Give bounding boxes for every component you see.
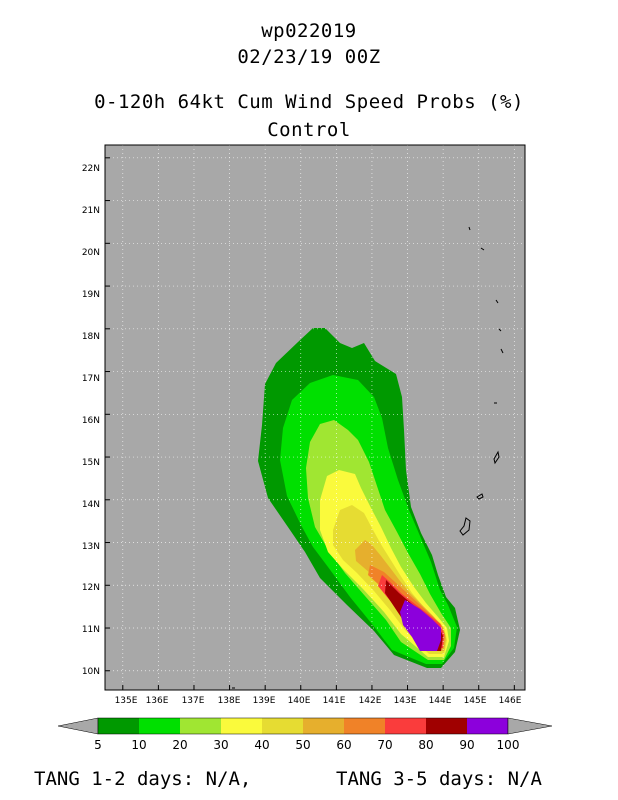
island-agrihan	[495, 299, 499, 304]
run-title: Control	[267, 119, 351, 141]
datetime-title: 02/23/19 00Z	[237, 46, 381, 68]
lat-label: 17N	[82, 374, 100, 384]
colorbar-left-arrow	[57, 717, 99, 735]
colorbar-tick-label: 10	[131, 738, 146, 752]
lon-label: 145E	[464, 696, 487, 706]
colorbar-swatch-30-40	[221, 718, 262, 734]
lat-label: 22N	[82, 164, 100, 174]
contour-90	[400, 600, 441, 651]
lat-lon-grid	[105, 145, 525, 690]
lat-label: 14N	[82, 500, 100, 510]
colorbar-tick-label: 5	[94, 738, 102, 752]
axis-ticks	[105, 157, 515, 690]
lat-label: 12N	[82, 583, 100, 593]
colorbar-tick-label: 100	[497, 738, 520, 752]
tang-1-2-days: TANG 1-2 days: N/A,	[34, 768, 251, 790]
lon-label: 138E	[218, 696, 241, 706]
lat-label: 18N	[82, 332, 100, 342]
island-outlines	[232, 226, 504, 689]
colorbar-swatch-50-60	[303, 718, 344, 734]
tang-1-2-value: N/A,	[205, 768, 252, 790]
lon-label: 143E	[394, 696, 417, 706]
lon-label: 146E	[499, 696, 522, 706]
colorbar-right-arrow	[507, 717, 553, 735]
tang-3-5-label: TANG 3-5 days:	[336, 768, 497, 790]
colorbar-swatch-70-80	[385, 718, 426, 734]
tang-3-5-value: N/A	[507, 768, 542, 790]
colorbar-tick-label: 40	[254, 738, 269, 752]
colorbar-swatch-20-30	[180, 718, 221, 734]
lat-axis-labels: 10N 11N 12N 13N 14N 15N 16N 17N 18N 19N …	[82, 164, 100, 677]
island-rota	[476, 493, 484, 500]
lat-label: 20N	[82, 248, 100, 258]
colorbar: 5 10 20 30 40 50 60 70 80 90 100	[57, 717, 553, 752]
lat-label: 15N	[82, 458, 100, 468]
tang-1-2-label: TANG 1-2 days:	[34, 768, 195, 790]
storm-id-title: wp022019	[261, 20, 357, 42]
colorbar-tick-label: 50	[295, 738, 310, 752]
colorbar-swatch-60-70	[344, 718, 385, 734]
lon-label: 135E	[115, 696, 138, 706]
lon-label: 140E	[288, 696, 311, 706]
lon-label: 141E	[323, 696, 346, 706]
lat-label: 13N	[82, 542, 100, 552]
lon-label: 136E	[146, 696, 169, 706]
colorbar-swatch-90-100	[467, 718, 508, 734]
colorbar-tick-label: 80	[418, 738, 433, 752]
colorbar-swatch-5-10	[98, 718, 139, 734]
island-farallon	[468, 226, 471, 231]
lon-label: 139E	[253, 696, 276, 706]
island-pagan	[500, 348, 504, 354]
tang-3-5-days: TANG 3-5 days: N/A	[336, 768, 542, 790]
colorbar-swatch-10-20	[139, 718, 180, 734]
colorbar-swatch-40-50	[262, 718, 303, 734]
lon-label: 137E	[182, 696, 205, 706]
island-tinian-saipan	[493, 450, 500, 465]
lat-label: 19N	[82, 290, 100, 300]
lat-label: 16N	[82, 416, 100, 426]
product-title: 0-120h 64kt Cum Wind Speed Probs (%)	[94, 91, 524, 113]
probability-contours	[258, 328, 460, 668]
colorbar-tick-label: 20	[172, 738, 187, 752]
lat-label: 21N	[82, 206, 100, 216]
lat-label: 10N	[82, 667, 100, 677]
lon-axis-labels: 135E 136E 137E 138E 139E 140E 141E 142E …	[115, 696, 522, 706]
colorbar-tick-label: 70	[377, 738, 392, 752]
island-maug	[480, 247, 485, 251]
colorbar-tick-label: 90	[459, 738, 474, 752]
island-guam	[459, 517, 471, 536]
lat-label: 11N	[82, 625, 100, 635]
colorbar-swatch-80-90	[426, 718, 467, 734]
map-frame	[104, 144, 526, 691]
colorbar-tick-label: 30	[213, 738, 228, 752]
lon-label: 144E	[429, 696, 452, 706]
lon-label: 142E	[359, 696, 382, 706]
colorbar-tick-label: 60	[336, 738, 351, 752]
island-alamagan	[498, 328, 502, 332]
